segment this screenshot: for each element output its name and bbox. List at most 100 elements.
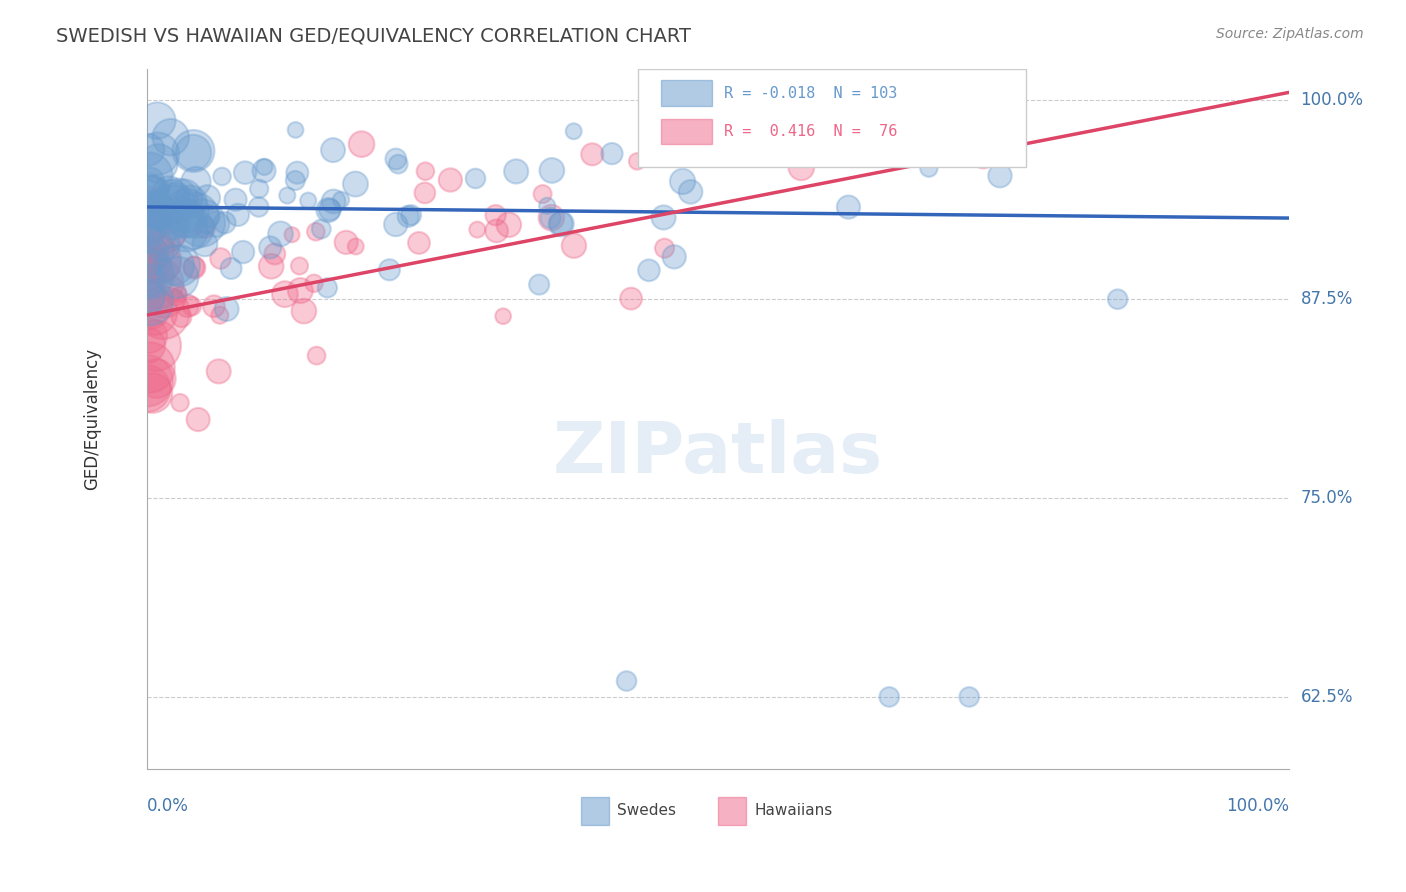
Point (138, 273, 160, 287)
Point (148, 207, 170, 221)
Point (139, 215, 162, 229)
Point (195, 218, 218, 232)
Point (387, 157, 409, 171)
Point (498, 218, 520, 232)
Point (550, 216, 572, 230)
Point (790, 161, 813, 175)
Point (183, 145, 205, 160)
Point (305, 225, 328, 239)
Point (877, 690, 900, 704)
Point (894, 95, 917, 110)
Point (215, 301, 238, 316)
Point (284, 173, 307, 187)
Point (638, 263, 661, 277)
Point (163, 205, 186, 219)
Point (190, 216, 212, 230)
Point (290, 284, 312, 298)
Point (145, 339, 167, 353)
Point (344, 177, 367, 191)
Point (156, 210, 179, 224)
Point (652, 211, 675, 225)
Point (163, 194, 186, 208)
Point (540, 211, 562, 225)
Point (180, 194, 202, 209)
Point (385, 152, 408, 166)
Point (136, 382, 159, 396)
Point (183, 144, 205, 158)
Point (782, 65, 804, 79)
Point (153, 222, 176, 236)
Point (152, 306, 174, 320)
Point (136, 338, 159, 352)
Point (302, 277, 325, 291)
Text: Source: ZipAtlas.com: Source: ZipAtlas.com (1216, 27, 1364, 41)
Point (198, 209, 221, 223)
Text: 75.0%: 75.0% (1301, 489, 1353, 507)
Point (247, 182, 270, 196)
Point (136, 299, 159, 313)
Point (616, 673, 638, 688)
Text: 100.0%: 100.0% (1226, 797, 1289, 814)
Point (180, 299, 202, 313)
Point (183, 260, 205, 275)
Text: SWEDISH VS HAWAIIAN GED/EQUIVALENCY CORRELATION CHART: SWEDISH VS HAWAIIAN GED/EQUIVALENCY CORR… (56, 27, 692, 45)
Point (162, 216, 184, 230)
Point (408, 235, 430, 250)
Point (176, 211, 198, 226)
Point (142, 202, 165, 216)
Point (654, 241, 676, 255)
Point (396, 210, 419, 224)
FancyBboxPatch shape (638, 69, 1026, 167)
Point (184, 208, 207, 222)
Point (138, 143, 160, 157)
Point (464, 171, 486, 186)
Point (165, 290, 187, 304)
Point (146, 204, 169, 219)
Point (159, 130, 181, 145)
Point (136, 251, 159, 265)
Point (918, 161, 941, 176)
Point (219, 261, 242, 276)
Point (169, 287, 191, 301)
Point (319, 202, 342, 217)
Point (540, 211, 562, 225)
Point (163, 196, 186, 211)
Point (138, 360, 160, 375)
Bar (661, 80, 713, 105)
Text: GED/Equivalency: GED/Equivalency (83, 348, 101, 490)
Point (226, 208, 249, 222)
Point (276, 188, 298, 202)
Point (139, 268, 162, 282)
Point (562, 124, 585, 138)
Point (311, 222, 333, 236)
Point (143, 305, 166, 319)
Point (139, 175, 162, 189)
Point (211, 169, 233, 184)
Point (260, 260, 283, 274)
Point (209, 252, 232, 266)
Point (562, 238, 585, 252)
Point (142, 206, 165, 220)
Point (139, 294, 162, 309)
Point (143, 223, 166, 237)
Point (322, 143, 344, 157)
Point (141, 186, 163, 200)
Point (138, 219, 160, 233)
Bar (718, 797, 747, 824)
Point (620, 292, 643, 306)
Point (988, 169, 1011, 183)
Point (335, 235, 357, 250)
Point (145, 371, 167, 385)
Point (284, 123, 307, 137)
Point (141, 386, 163, 401)
Point (142, 260, 165, 274)
Point (626, 154, 648, 169)
Point (176, 299, 198, 313)
Point (485, 208, 508, 222)
Point (138, 169, 160, 183)
Point (169, 395, 191, 409)
Point (330, 193, 353, 207)
Point (679, 185, 702, 199)
Point (136, 222, 159, 236)
Point (837, 200, 859, 214)
